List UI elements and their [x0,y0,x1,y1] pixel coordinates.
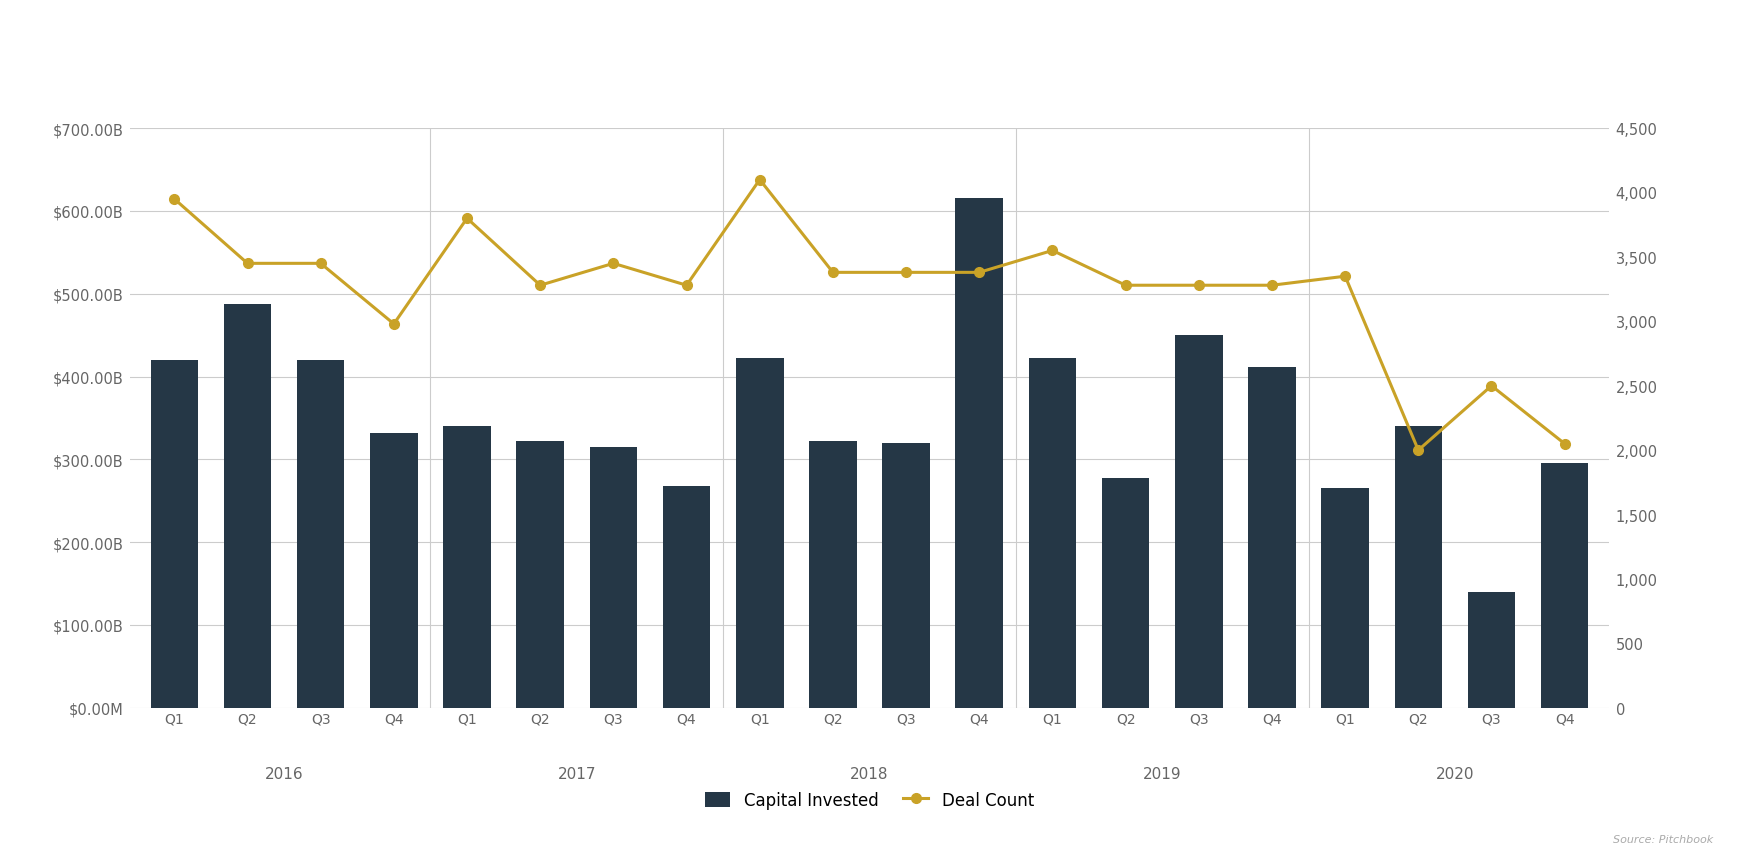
Text: Source: Pitchbook: Source: Pitchbook [1612,834,1713,844]
Bar [882,444,930,708]
Bar [1541,464,1588,708]
Bar [1468,592,1515,708]
Bar [590,447,636,708]
Bar [1249,367,1296,708]
Bar [955,200,1003,708]
Bar [736,359,784,708]
Text: 2018: 2018 [850,766,889,780]
Bar [1395,426,1442,708]
Text: 2017: 2017 [558,766,596,780]
Bar [516,442,563,708]
Text: M&A and Private Equity Close Transactions – U.S. Data: M&A and Private Equity Close Transaction… [548,36,1191,60]
Bar [1322,489,1369,708]
Bar [297,361,344,708]
Text: 2019: 2019 [1143,766,1181,780]
Text: 2020: 2020 [1436,766,1475,780]
Bar [663,486,710,708]
Bar [809,442,857,708]
Bar [1103,479,1149,708]
Text: 2016: 2016 [264,766,303,780]
Legend: Capital Invested, Deal Count: Capital Invested, Deal Count [699,784,1040,815]
Bar [443,426,490,708]
Bar [1029,359,1076,708]
Bar [151,361,198,708]
Bar [370,433,417,708]
Bar [224,305,271,708]
Bar [1176,336,1223,708]
